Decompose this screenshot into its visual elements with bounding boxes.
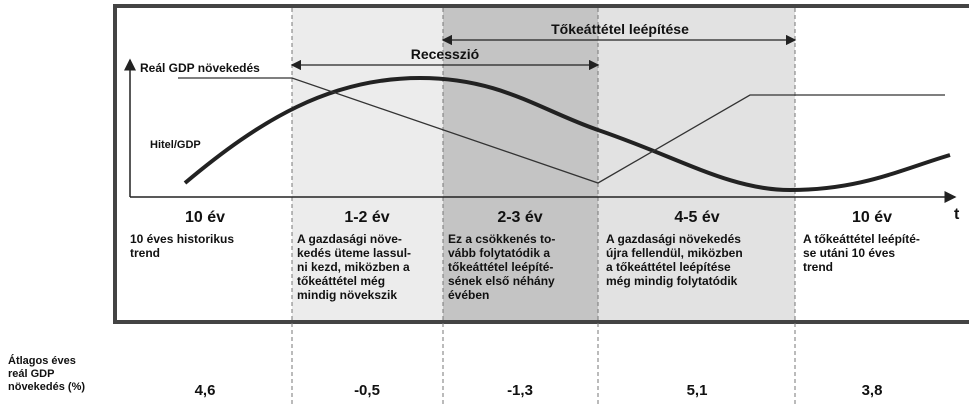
recession-label: Recesszió xyxy=(411,46,479,62)
phase-description: trend xyxy=(130,246,160,260)
phase-description: még mindig folytatódik xyxy=(606,274,738,288)
phase-description: 10 éves historikus xyxy=(130,232,234,246)
phase-description: A gazdasági növe- xyxy=(297,232,402,246)
phase-description: tőkeáttétel leépíté- xyxy=(448,260,553,274)
phase-duration: 1-2 év xyxy=(344,209,389,226)
phase-description: se utáni 10 éves xyxy=(803,246,895,260)
phase-description: A gazdasági növekedés xyxy=(606,232,741,246)
phase-duration: 10 év xyxy=(852,209,892,226)
credit-curve xyxy=(183,75,951,193)
phase-description: trend xyxy=(803,260,833,274)
phase-description: A tőkeáttétel leépíté- xyxy=(803,232,920,246)
phase-growth: -0,5 xyxy=(354,382,380,399)
phase-description: újra fellendül, miközben xyxy=(606,246,743,260)
gdp-label: Reál GDP növekedés xyxy=(140,61,260,75)
phase-growth: 3,8 xyxy=(862,382,883,399)
phase-duration: 2-3 év xyxy=(497,209,542,226)
phase-description: ni kezd, miközben a xyxy=(297,260,410,274)
phase-dividers xyxy=(291,8,796,405)
phase-description: vább folytatódik a xyxy=(448,246,550,260)
phase-duration: 10 év xyxy=(185,209,225,226)
phase-shade xyxy=(598,8,795,322)
caption-line: reál GDP xyxy=(8,368,54,380)
credit-label: Hitel/GDP xyxy=(150,139,201,151)
phase-growth: 5,1 xyxy=(687,382,708,399)
phase-description: évében xyxy=(448,288,489,302)
phase-description: tőkeáttétel még xyxy=(297,274,385,288)
phase-description: Ez a csökkenés to- xyxy=(448,232,555,246)
phase-description: sének első néhány xyxy=(448,274,555,288)
phase-growth: 4,6 xyxy=(195,382,216,399)
frame xyxy=(113,4,969,324)
phase-description: kedés üteme lassul- xyxy=(297,246,411,260)
phase-description: a tőkeáttétel leépítése xyxy=(606,260,731,274)
time-label: t xyxy=(954,206,960,223)
gdp-line xyxy=(178,77,945,184)
caption-line: növekedés (%) xyxy=(8,381,85,393)
phase-growth: -1,3 xyxy=(507,382,533,399)
caption-line: Átlagos éves xyxy=(8,354,76,367)
phase-duration: 4-5 év xyxy=(674,209,719,226)
phase-description: mindig növekszik xyxy=(297,288,397,302)
deleveraging-label: Tőkeáttétel leépítése xyxy=(551,21,689,37)
